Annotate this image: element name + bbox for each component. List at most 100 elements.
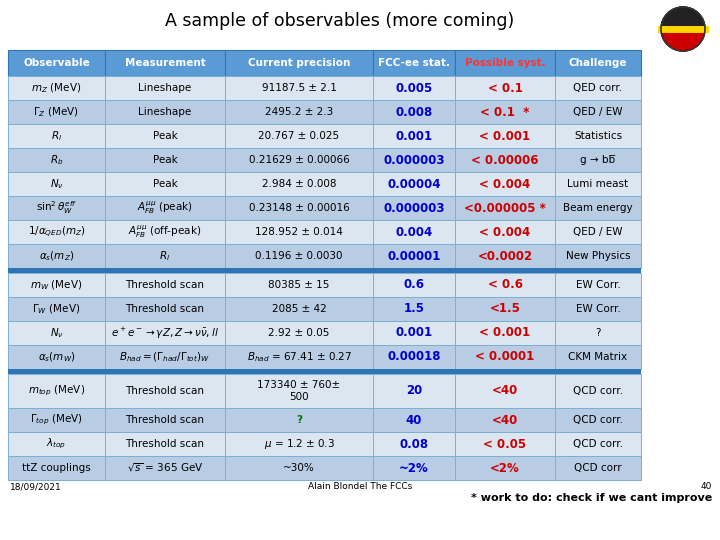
Bar <box>455 244 555 268</box>
Text: 20.767 ± 0.025: 20.767 ± 0.025 <box>258 131 340 141</box>
Text: 40: 40 <box>406 414 422 427</box>
Text: 0.005: 0.005 <box>395 82 433 94</box>
Bar <box>8 268 641 273</box>
Text: $\alpha_s(m_W)$: $\alpha_s(m_W)$ <box>37 350 76 364</box>
Text: QCD corr.: QCD corr. <box>573 439 623 449</box>
Bar <box>373 432 455 456</box>
Bar <box>225 244 373 268</box>
Bar <box>455 172 555 196</box>
Text: $R_b$: $R_b$ <box>50 153 63 167</box>
Bar <box>373 456 455 480</box>
Bar <box>455 456 555 480</box>
Bar <box>455 148 555 172</box>
Text: $\alpha_s(m_Z)$: $\alpha_s(m_Z)$ <box>39 249 74 263</box>
Bar <box>225 297 373 321</box>
Text: 2085 ± 42: 2085 ± 42 <box>271 304 326 314</box>
Text: $m_W$ (MeV): $m_W$ (MeV) <box>30 278 83 292</box>
Bar <box>8 100 105 124</box>
Bar <box>8 196 105 220</box>
Bar <box>105 196 225 220</box>
Bar <box>105 321 225 345</box>
Text: Possible syst.: Possible syst. <box>464 58 545 68</box>
Text: 0.00018: 0.00018 <box>387 350 441 363</box>
Text: 0.008: 0.008 <box>395 105 433 118</box>
Bar <box>373 297 455 321</box>
Bar <box>373 321 455 345</box>
Bar <box>8 76 105 100</box>
Bar <box>373 172 455 196</box>
Bar <box>555 172 641 196</box>
Bar <box>225 50 373 76</box>
Text: 128.952 ± 0.014: 128.952 ± 0.014 <box>255 227 343 237</box>
Wedge shape <box>661 7 705 29</box>
Text: 1.5: 1.5 <box>403 302 425 315</box>
Text: Alain Blondel The FCCs: Alain Blondel The FCCs <box>308 482 412 491</box>
Bar <box>373 50 455 76</box>
Text: $R_l$: $R_l$ <box>51 129 62 143</box>
Text: $m_Z$ (MeV): $m_Z$ (MeV) <box>32 81 81 95</box>
Bar <box>555 297 641 321</box>
Text: 173340 ± 760±
500: 173340 ± 760± 500 <box>258 380 341 402</box>
Text: ~2%: ~2% <box>399 462 429 475</box>
Text: QED / EW: QED / EW <box>573 107 623 117</box>
Bar <box>555 100 641 124</box>
Bar <box>8 124 105 148</box>
Bar <box>8 321 105 345</box>
Text: <0.0002: <0.0002 <box>477 249 533 262</box>
Bar <box>455 124 555 148</box>
Text: CKM Matrix: CKM Matrix <box>568 352 628 362</box>
Bar <box>455 321 555 345</box>
Bar <box>555 76 641 100</box>
Text: < 0.1: < 0.1 <box>487 82 523 94</box>
Text: ~30%: ~30% <box>283 463 315 473</box>
Bar <box>8 244 105 268</box>
Text: FCC-ee stat.: FCC-ee stat. <box>378 58 450 68</box>
Text: 18/09/2021: 18/09/2021 <box>10 482 62 491</box>
Bar <box>555 196 641 220</box>
Text: <0.000005 *: <0.000005 * <box>464 201 546 214</box>
Bar <box>225 124 373 148</box>
Text: 0.08: 0.08 <box>400 437 428 450</box>
Text: $e^+e^-\rightarrow\gamma Z, Z\rightarrow\nu\bar{\nu}, ll$: $e^+e^-\rightarrow\gamma Z, Z\rightarrow… <box>111 326 219 341</box>
Bar <box>225 321 373 345</box>
Bar <box>455 76 555 100</box>
Text: $B_{had}=(\Gamma_{had}/\Gamma_{tot})_W$: $B_{had}=(\Gamma_{had}/\Gamma_{tot})_W$ <box>120 350 210 364</box>
Bar <box>555 273 641 297</box>
Text: Threshold scan: Threshold scan <box>125 304 204 314</box>
Text: ?: ? <box>595 328 600 338</box>
Text: < 0.1  *: < 0.1 * <box>480 105 530 118</box>
Text: < 0.001: < 0.001 <box>480 327 531 340</box>
Text: <40: <40 <box>492 414 518 427</box>
Bar <box>105 374 225 408</box>
Text: $N_\nu$: $N_\nu$ <box>50 326 63 340</box>
Text: A sample of observables (more coming): A sample of observables (more coming) <box>166 12 515 30</box>
Text: Threshold scan: Threshold scan <box>125 280 204 290</box>
Bar <box>105 244 225 268</box>
Wedge shape <box>661 29 705 51</box>
Text: 2.984 ± 0.008: 2.984 ± 0.008 <box>262 179 336 189</box>
Text: Beam energy: Beam energy <box>563 203 633 213</box>
Text: g → bb̅: g → bb̅ <box>580 155 616 165</box>
Text: QED corr.: QED corr. <box>573 83 623 93</box>
Bar <box>373 220 455 244</box>
Text: $\sin^2\theta_W^{eff}$: $\sin^2\theta_W^{eff}$ <box>36 200 77 217</box>
Bar <box>225 408 373 432</box>
Text: Challenge: Challenge <box>569 58 627 68</box>
Bar <box>455 196 555 220</box>
Text: 2495.2 ± 2.3: 2495.2 ± 2.3 <box>265 107 333 117</box>
Text: * work to do: check if we cant improve: * work to do: check if we cant improve <box>471 493 712 503</box>
Bar <box>8 408 105 432</box>
Bar <box>555 124 641 148</box>
Bar <box>105 172 225 196</box>
Bar <box>225 100 373 124</box>
Bar <box>455 100 555 124</box>
Bar <box>105 148 225 172</box>
Bar <box>373 273 455 297</box>
Text: < 0.004: < 0.004 <box>480 226 531 239</box>
Bar <box>105 297 225 321</box>
Bar <box>555 432 641 456</box>
Bar <box>555 345 641 369</box>
Text: EW Corr.: EW Corr. <box>575 304 621 314</box>
Text: <2%: <2% <box>490 462 520 475</box>
Bar <box>455 374 555 408</box>
